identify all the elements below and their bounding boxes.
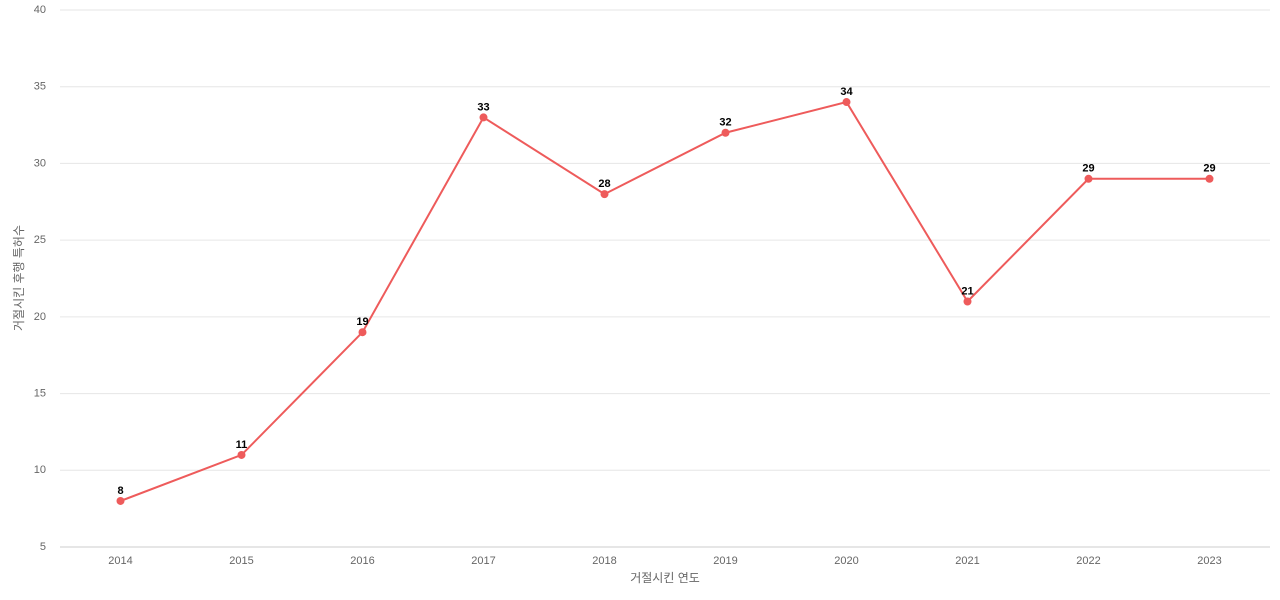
y-tick-label: 40	[34, 4, 46, 16]
value-label: 19	[356, 316, 368, 328]
x-tick-label: 2023	[1197, 555, 1221, 567]
value-label: 29	[1082, 163, 1094, 175]
value-label: 32	[719, 117, 731, 129]
value-label: 11	[236, 439, 248, 451]
point	[1084, 174, 1093, 183]
value-label: 29	[1203, 163, 1215, 175]
x-tick-label: 2022	[1076, 555, 1100, 567]
value-label: 28	[598, 178, 610, 190]
value-label: 34	[840, 86, 853, 98]
y-tick-label: 25	[34, 234, 46, 246]
x-tick-label: 2019	[713, 555, 737, 567]
point	[721, 128, 730, 137]
value-label: 8	[117, 485, 123, 497]
value-label: 21	[961, 285, 973, 297]
point	[479, 113, 488, 122]
y-tick-label: 10	[34, 464, 46, 476]
x-tick-label: 2014	[108, 555, 132, 567]
point	[963, 297, 972, 306]
value-label: 33	[477, 101, 489, 113]
x-tick-label: 2016	[350, 555, 374, 567]
x-tick-label: 2018	[592, 555, 616, 567]
x-tick-label: 2021	[955, 555, 979, 567]
line	[120, 100, 1210, 502]
y-tick-label: 5	[40, 541, 46, 553]
point	[116, 496, 125, 505]
x-tick-label: 2015	[229, 555, 253, 567]
x-tick-label: 2020	[834, 555, 858, 567]
y-axis-title: 거절시킨 후행 특허수	[11, 225, 26, 331]
x-tick-label: 2017	[471, 555, 495, 567]
y-tick-label: 35	[34, 81, 46, 93]
point	[358, 328, 367, 337]
x-axis-title: 거절시킨 연도	[630, 571, 700, 585]
y-tick-label: 30	[34, 157, 46, 169]
point	[842, 98, 851, 107]
y-tick-label: 20	[34, 311, 46, 323]
point	[1205, 174, 1214, 183]
point	[237, 450, 246, 459]
point	[600, 190, 609, 199]
y-tick-label: 15	[34, 387, 46, 399]
